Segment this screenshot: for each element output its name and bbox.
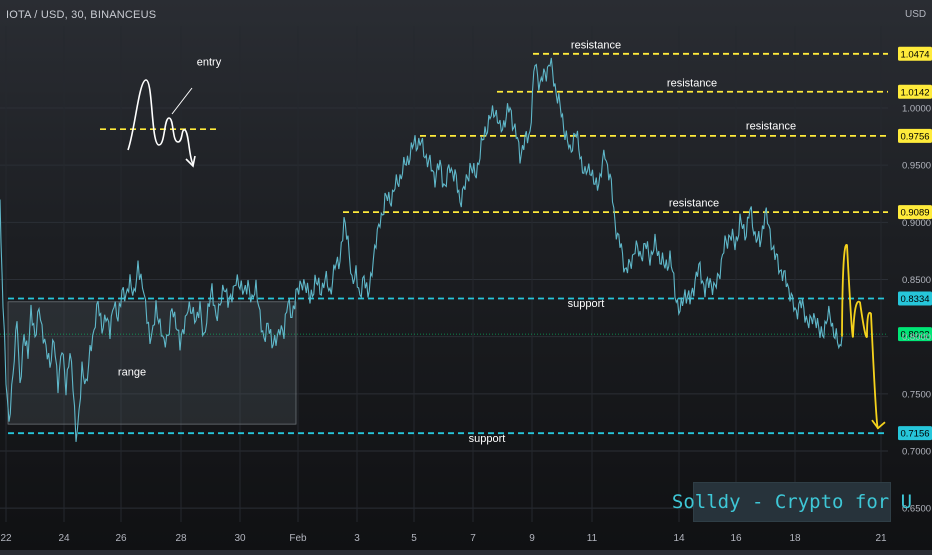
annotation-resistance: resistance — [746, 121, 796, 133]
annotation-entry: entry — [197, 57, 222, 69]
annotation-support: support — [469, 433, 506, 445]
y-tick-label: 0.8000 — [902, 332, 931, 343]
support-price-tag — [898, 426, 932, 441]
x-tick-label: Feb — [289, 533, 307, 544]
grid-layer — [0, 26, 888, 522]
y-tick-label: 0.7000 — [902, 447, 931, 458]
y-tick-label: 0.9500 — [902, 161, 931, 172]
y-tick-label: 0.6500 — [902, 504, 931, 515]
x-tick-label: 7 — [470, 533, 476, 544]
y-tick-label: 1.0000 — [902, 104, 931, 115]
time-axis: 22 24 26 28 30 Feb 3 5 7 9 11 14 16 18 21 — [0, 533, 887, 544]
x-tick-label: 9 — [529, 533, 535, 544]
x-tick-label: 24 — [58, 533, 70, 544]
x-tick-label: 3 — [354, 533, 360, 544]
price-line — [0, 57, 843, 442]
x-tick-label: 5 — [411, 533, 417, 544]
entry-pointer — [171, 87, 193, 115]
x-tick-label: 30 — [234, 533, 246, 544]
current-price-label: 0.8022 — [900, 330, 929, 341]
resistance-price-tag — [898, 46, 932, 61]
x-tick-label: 14 — [673, 533, 685, 544]
resistance-price-label: 1.0142 — [900, 87, 929, 98]
symbol-title: IOTA / USD, 30, BINANCEUS — [6, 9, 157, 21]
annotation-resistance: resistance — [667, 77, 717, 89]
entry-sketch — [100, 79, 220, 168]
price-axis: 0.6500 0.7000 0.7500 0.8000 0.8500 0.9000 0.95… — [902, 104, 931, 515]
y-tick-label: 0.7500 — [902, 389, 931, 400]
y-tick-label: 0.9000 — [902, 218, 931, 229]
annotation-range: range — [118, 367, 146, 379]
current-price-tag — [898, 327, 932, 342]
forecast-arrowhead — [871, 419, 886, 430]
x-tick-label: 11 — [587, 533, 598, 544]
x-tick-label: 21 — [875, 533, 887, 544]
resistance-price-label: 1.0474 — [900, 49, 929, 60]
annotation-resistance: resistance — [571, 40, 621, 52]
watermark: Solldy - Crypto for U — [672, 482, 912, 522]
x-tick-label: 28 — [175, 533, 187, 544]
entry-pattern-path — [127, 79, 194, 165]
x-tick-label: 16 — [730, 533, 742, 544]
annotation-resistance: resistance — [669, 197, 719, 209]
annotation-support: support — [568, 298, 605, 310]
currency-label: USD — [905, 9, 927, 20]
resistance-price-label: 0.9756 — [900, 131, 929, 142]
support-price-tag — [898, 291, 932, 306]
entry-pattern-arrowhead — [185, 155, 196, 168]
support-price-label: 0.8334 — [900, 294, 929, 305]
x-tick-label: 22 — [0, 533, 12, 544]
support-price-label: 0.7156 — [900, 429, 929, 440]
x-tick-label: 18 — [789, 533, 801, 544]
resistance-price-tag — [898, 128, 932, 143]
y-tick-label: 0.8500 — [902, 275, 931, 286]
forecast-arrow — [841, 244, 886, 430]
resistance-price-label: 0.9089 — [900, 208, 929, 219]
x-tick-label: 26 — [115, 533, 127, 544]
resistance-price-tag — [898, 205, 932, 220]
forecast-path — [841, 244, 879, 430]
annotations-layer: resistance resistance resistance resistance… — [118, 40, 796, 445]
levels-layer: 1.0474 1.0142 0.9756 0.9089 0.8334 0.7156 0.80… — [0, 46, 932, 441]
resistance-price-tag — [898, 84, 932, 99]
